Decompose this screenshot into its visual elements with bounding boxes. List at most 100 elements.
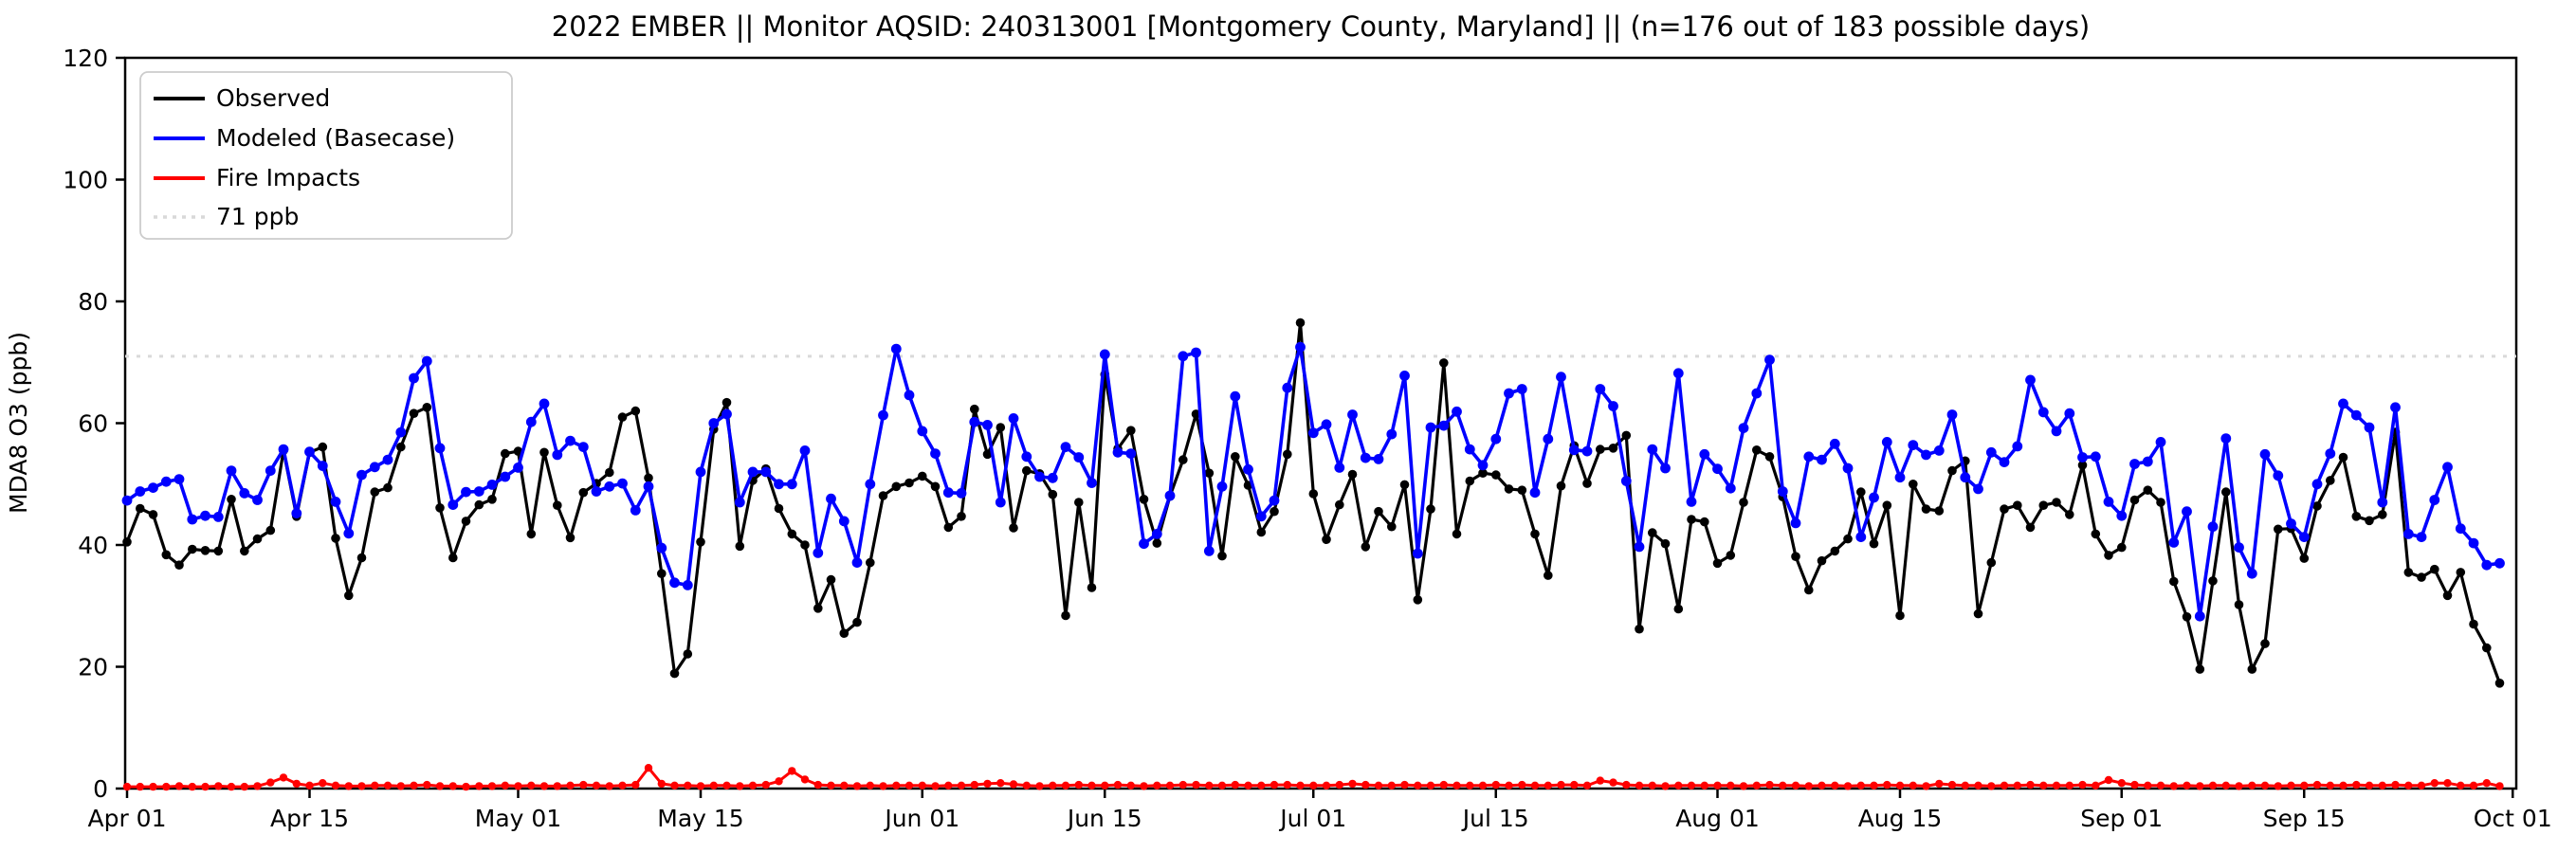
legend-box: [139, 71, 513, 240]
data-point: [553, 500, 562, 510]
data-point: [174, 560, 184, 570]
data-point: [1543, 433, 1554, 445]
data-point: [605, 467, 614, 478]
data-point: [774, 479, 784, 490]
data-point: [1687, 515, 1696, 524]
data-point: [1556, 372, 1566, 383]
data-point: [1504, 388, 1514, 399]
data-point: [682, 580, 693, 590]
data-point: [800, 775, 810, 784]
data-point: [1817, 454, 1827, 465]
data-point: [1112, 446, 1124, 458]
data-point: [1921, 449, 1931, 461]
data-point: [292, 779, 301, 789]
data-point: [174, 782, 184, 790]
data-point: [1831, 781, 1839, 789]
data-point: [162, 782, 171, 791]
data-point: [1660, 463, 1671, 474]
data-point: [461, 517, 471, 526]
data-point: [291, 508, 302, 518]
data-point: [734, 497, 745, 508]
data-point: [2364, 422, 2375, 433]
data-point: [904, 390, 915, 401]
data-point: [265, 465, 276, 476]
data-point: [226, 465, 237, 476]
data-point: [2130, 780, 2139, 789]
data-point: [617, 478, 628, 489]
data-point: [1126, 781, 1136, 789]
data-point: [839, 628, 850, 638]
data-point: [2274, 524, 2283, 535]
data-point: [370, 487, 380, 497]
data-point: [1974, 781, 1982, 789]
data-point: [1490, 433, 1502, 445]
data-point: [396, 782, 405, 790]
data-point: [840, 781, 849, 789]
data-point: [1791, 781, 1800, 789]
data-point: [1413, 595, 1423, 605]
data-point: [1608, 401, 1618, 411]
data-point: [2091, 529, 2101, 539]
legend-item-fire-impacts: Fire Impacts: [154, 164, 360, 191]
data-point: [2377, 497, 2388, 508]
data-point: [539, 447, 549, 458]
data-point: [774, 503, 784, 514]
data-point: [1686, 497, 1697, 507]
data-point: [2456, 568, 2466, 577]
data-point: [1361, 780, 1370, 789]
data-point: [2039, 781, 2048, 789]
data-point: [996, 779, 1005, 788]
data-point: [383, 781, 393, 789]
data-point: [1712, 558, 1723, 569]
data-point: [1491, 470, 1501, 480]
data-point: [2378, 781, 2386, 789]
data-point: [1883, 780, 1891, 789]
data-point: [982, 420, 993, 430]
data-point: [148, 510, 158, 519]
data-point: [344, 782, 353, 790]
y-axis-label: MDA8 O3 (ppb): [5, 332, 32, 514]
data-point: [1347, 409, 1358, 420]
data-point: [826, 574, 836, 585]
x-tick-label: Jul 15: [1461, 805, 1529, 832]
data-point: [1921, 504, 1931, 514]
data-point: [1452, 781, 1461, 789]
data-point: [1647, 444, 1658, 455]
legend-item-observed: Observed: [154, 84, 330, 112]
data-point: [200, 510, 210, 521]
data-point: [1804, 585, 1814, 595]
data-point: [878, 409, 888, 421]
data-point: [684, 781, 692, 789]
data-point: [670, 781, 679, 789]
data-point: [501, 448, 510, 459]
x-tick-label: May 15: [657, 805, 743, 832]
data-point: [1009, 523, 1018, 533]
data-point: [2287, 781, 2295, 789]
data-point: [2234, 542, 2244, 553]
data-point: [1803, 451, 1815, 463]
data-point: [918, 471, 927, 481]
data-point: [1152, 538, 1162, 548]
data-point: [1256, 527, 1267, 537]
data-point: [396, 442, 406, 452]
data-point: [1609, 778, 1617, 787]
y-tick-label: 60: [78, 410, 108, 438]
data-point: [2038, 500, 2049, 510]
data-point: [852, 782, 862, 790]
data-point: [669, 577, 680, 589]
data-point: [2391, 780, 2400, 789]
data-point: [644, 764, 653, 772]
data-point: [1725, 482, 1736, 494]
data-point: [1909, 480, 1918, 489]
data-point: [1570, 780, 1579, 789]
data-point: [2273, 470, 2284, 481]
data-point: [1048, 489, 1058, 499]
data-point: [1191, 347, 1201, 358]
data-point: [1934, 506, 1945, 516]
data-point: [1269, 495, 1280, 506]
data-point: [2246, 568, 2257, 579]
data-point: [669, 668, 680, 679]
data-point: [136, 782, 144, 791]
data-point: [1361, 542, 1371, 552]
data-point: [2012, 441, 2023, 452]
